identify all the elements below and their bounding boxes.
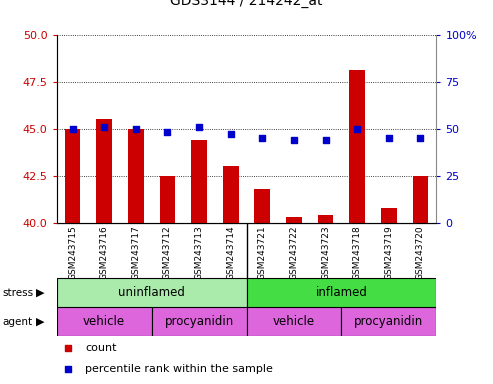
Text: stress: stress <box>2 288 34 298</box>
Point <box>100 124 108 130</box>
Text: GSM243720: GSM243720 <box>416 225 425 280</box>
Bar <box>57 307 152 336</box>
Point <box>258 135 266 141</box>
Text: count: count <box>85 343 117 353</box>
Point <box>69 126 76 132</box>
Bar <box>246 307 341 336</box>
Text: GDS3144 / 214242_at: GDS3144 / 214242_at <box>170 0 323 8</box>
Bar <box>57 278 246 307</box>
Bar <box>413 176 428 223</box>
Point <box>417 135 424 141</box>
Point <box>321 137 329 143</box>
Point <box>164 129 172 136</box>
Text: GSM243723: GSM243723 <box>321 225 330 280</box>
Point <box>290 137 298 143</box>
Bar <box>341 307 436 336</box>
Point <box>132 126 140 132</box>
Text: GSM243713: GSM243713 <box>195 225 204 280</box>
Bar <box>65 129 80 223</box>
Text: GSM243715: GSM243715 <box>68 225 77 280</box>
Bar <box>350 70 365 223</box>
Text: GSM243716: GSM243716 <box>100 225 108 280</box>
Text: GSM243719: GSM243719 <box>385 225 393 280</box>
Text: ▶: ▶ <box>35 288 44 298</box>
Point <box>195 124 203 130</box>
Text: vehicle: vehicle <box>83 315 125 328</box>
Bar <box>381 208 397 223</box>
Bar <box>286 217 302 223</box>
Bar <box>128 129 143 223</box>
Bar <box>317 215 333 223</box>
Text: GSM243712: GSM243712 <box>163 225 172 280</box>
Bar <box>254 189 270 223</box>
Text: uninflamed: uninflamed <box>118 286 185 299</box>
Point <box>353 126 361 132</box>
Text: agent: agent <box>2 316 33 327</box>
Text: vehicle: vehicle <box>273 315 315 328</box>
Bar <box>160 176 176 223</box>
Text: ▶: ▶ <box>35 316 44 327</box>
Bar <box>96 119 112 223</box>
Text: GSM243718: GSM243718 <box>352 225 362 280</box>
Bar <box>152 307 246 336</box>
Text: procyanidin: procyanidin <box>354 315 423 328</box>
Point <box>64 366 72 372</box>
Text: GSM243714: GSM243714 <box>226 225 235 280</box>
Point <box>385 135 393 141</box>
Text: percentile rank within the sample: percentile rank within the sample <box>85 364 273 374</box>
Point <box>64 345 72 351</box>
Text: GSM243722: GSM243722 <box>289 225 298 280</box>
Bar <box>246 278 436 307</box>
Text: GSM243721: GSM243721 <box>258 225 267 280</box>
Bar <box>191 140 207 223</box>
Text: GSM243717: GSM243717 <box>131 225 141 280</box>
Bar <box>223 166 239 223</box>
Point <box>227 131 235 137</box>
Text: procyanidin: procyanidin <box>165 315 234 328</box>
Text: inflamed: inflamed <box>316 286 367 299</box>
